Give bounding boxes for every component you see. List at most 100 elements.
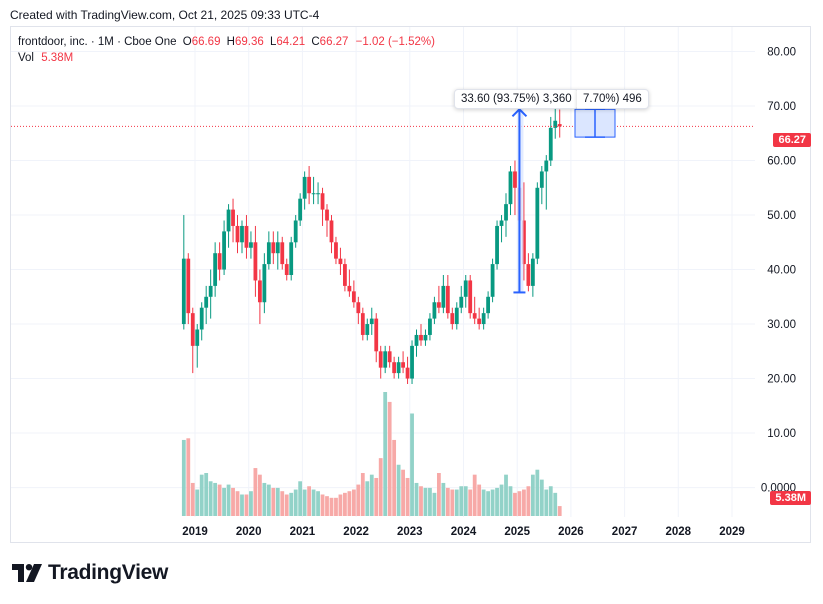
candle-body bbox=[374, 318, 379, 352]
volume-bar bbox=[320, 494, 325, 516]
volume-bar bbox=[244, 494, 249, 516]
candle-body bbox=[535, 187, 540, 259]
y-tick-label: 20.00 bbox=[767, 374, 796, 386]
volume-bar bbox=[356, 484, 361, 516]
measure-arrow-head bbox=[511, 107, 528, 118]
candle-body bbox=[244, 225, 249, 248]
candle-body bbox=[504, 204, 508, 221]
candle-body bbox=[410, 345, 414, 379]
candle-body bbox=[396, 362, 401, 374]
volume-bar bbox=[396, 464, 401, 516]
candle-body bbox=[369, 318, 374, 325]
candle-body bbox=[414, 334, 419, 346]
candle-body bbox=[548, 127, 553, 161]
candle-body bbox=[450, 313, 455, 325]
candle-body bbox=[343, 264, 347, 286]
candle-body bbox=[298, 198, 303, 221]
candle-body bbox=[428, 318, 432, 335]
candle-body bbox=[231, 209, 235, 226]
low-value: 64.21 bbox=[276, 36, 306, 48]
candle-body bbox=[419, 334, 423, 341]
tradingview-brand[interactable]: TradingView bbox=[12, 561, 168, 585]
volume-bar bbox=[463, 486, 468, 516]
change-value: −1.02 (−1.52%) bbox=[355, 36, 435, 48]
candle-body bbox=[253, 242, 258, 281]
volume-layer bbox=[181, 392, 562, 516]
candle-body bbox=[356, 302, 361, 314]
volume-bar bbox=[522, 489, 526, 516]
volume-bar bbox=[235, 491, 240, 516]
tradingview-logo-icon bbox=[12, 564, 42, 582]
volume-bar bbox=[195, 489, 200, 516]
candle-body bbox=[530, 258, 535, 286]
volume-bar bbox=[392, 439, 397, 516]
candle-body bbox=[311, 193, 316, 195]
candle-body bbox=[351, 291, 356, 303]
axis-layer: 80.00 70.00 60.00 50.00 40.00 30.00 20.00 10.00… bbox=[182, 47, 796, 538]
candle-body bbox=[195, 329, 200, 346]
candle-body bbox=[454, 307, 459, 325]
volume-bar bbox=[432, 492, 437, 516]
candle-body bbox=[284, 264, 289, 275]
high-label: H bbox=[226, 36, 235, 48]
measure-tooltip-short: 7.70%) 496 bbox=[577, 89, 649, 109]
candle-body bbox=[271, 242, 276, 254]
candle-body bbox=[544, 160, 549, 172]
candle-body bbox=[329, 220, 334, 243]
volume-bar bbox=[298, 481, 303, 516]
candle-layer bbox=[11, 108, 755, 385]
candle-body bbox=[289, 242, 294, 275]
y-tick-label: 50.00 bbox=[767, 210, 796, 222]
candle-body bbox=[468, 280, 473, 314]
candle-body bbox=[307, 176, 312, 194]
volume-bar bbox=[544, 489, 549, 516]
symbol-legend: frontdoor, inc. · 1M · Cboe One O66.69 H… bbox=[18, 34, 435, 66]
y-tick-label: 30.00 bbox=[767, 319, 796, 331]
candle-body bbox=[280, 242, 285, 265]
volume-bar bbox=[490, 489, 495, 516]
volume-bar bbox=[222, 487, 226, 516]
candle-body bbox=[275, 242, 280, 254]
candle-body bbox=[226, 209, 231, 232]
candle-body bbox=[249, 242, 253, 248]
volume-bar bbox=[535, 469, 540, 516]
candle-body bbox=[266, 242, 271, 265]
volume-bar bbox=[338, 494, 343, 516]
volume-bar bbox=[454, 489, 459, 516]
volume-bar bbox=[217, 484, 222, 516]
volume-bar bbox=[275, 487, 280, 516]
candle-body bbox=[334, 242, 338, 259]
candle-body bbox=[302, 176, 307, 199]
open-label: O bbox=[182, 36, 192, 48]
volume-bar bbox=[347, 491, 352, 516]
volume-bar bbox=[477, 484, 482, 516]
grid-layer bbox=[11, 27, 755, 517]
candle-body bbox=[222, 231, 226, 270]
volume-bar bbox=[445, 487, 450, 516]
x-tick-label: 2024 bbox=[451, 526, 477, 538]
candle-body bbox=[378, 351, 383, 368]
candle-body bbox=[405, 367, 410, 379]
candle-body bbox=[217, 253, 222, 270]
volume-bar bbox=[213, 482, 218, 516]
x-tick-label: 2027 bbox=[612, 526, 638, 538]
volume-bar bbox=[231, 487, 235, 516]
candle-body bbox=[320, 193, 325, 210]
candle-body bbox=[181, 258, 186, 325]
volume-bar bbox=[280, 491, 285, 516]
chart-frame[interactable] bbox=[10, 26, 811, 543]
y-tick-label: 40.00 bbox=[767, 265, 796, 277]
candle-body bbox=[204, 296, 209, 308]
volume-bar bbox=[410, 413, 414, 516]
candle-body bbox=[432, 302, 437, 319]
candle-body bbox=[338, 258, 343, 265]
volume-label: Vol bbox=[18, 52, 34, 64]
volume-bar bbox=[334, 497, 338, 516]
candle-body bbox=[262, 264, 267, 303]
volume-bar bbox=[271, 487, 276, 516]
close-label: C bbox=[311, 36, 320, 48]
candle-body bbox=[445, 285, 450, 314]
x-tick-label: 2026 bbox=[558, 526, 584, 538]
volume-bar bbox=[186, 438, 191, 516]
